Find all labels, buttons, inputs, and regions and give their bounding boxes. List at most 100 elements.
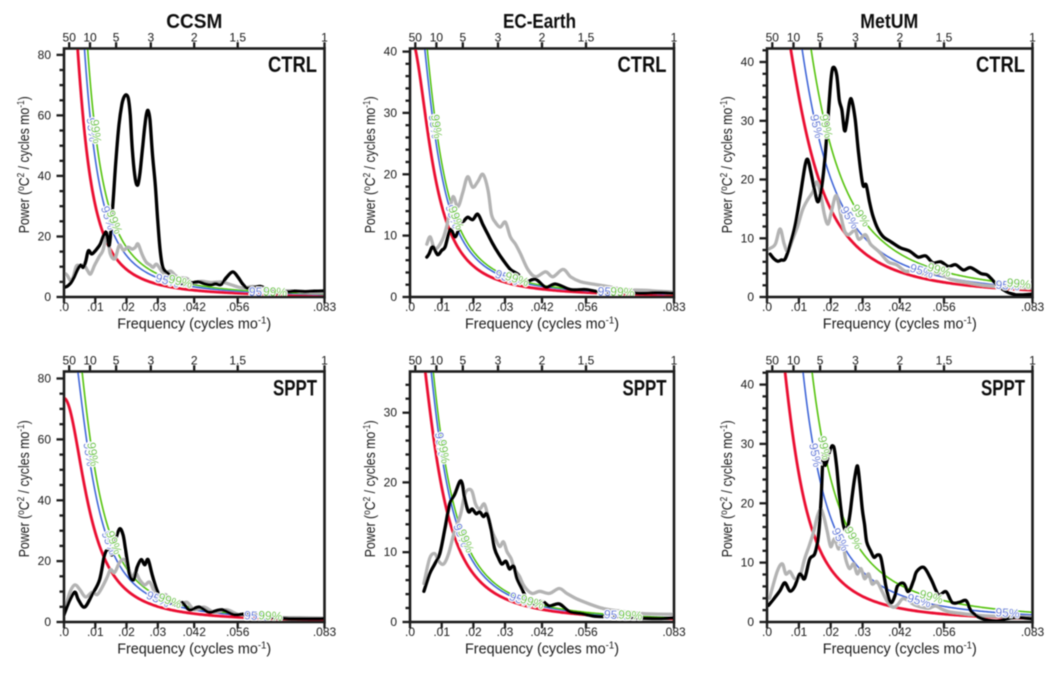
svg-text:99%: 99% bbox=[428, 113, 445, 139]
svg-text:99%: 99% bbox=[610, 284, 635, 299]
svg-text:20: 20 bbox=[38, 554, 52, 568]
svg-text:20: 20 bbox=[741, 496, 755, 510]
svg-text:50: 50 bbox=[766, 354, 780, 368]
svg-text:10: 10 bbox=[741, 231, 755, 245]
svg-text:.056: .056 bbox=[932, 625, 956, 639]
svg-text:1.5: 1.5 bbox=[936, 354, 953, 368]
svg-text:95%: 95% bbox=[807, 113, 826, 140]
svg-text:99%: 99% bbox=[816, 113, 835, 140]
svg-text:40: 40 bbox=[38, 493, 52, 507]
svg-text:2: 2 bbox=[191, 31, 198, 45]
svg-text:.01: .01 bbox=[791, 625, 808, 639]
svg-text:Power (oC2 / cycles mo-1): Power (oC2 / cycles mo-1) bbox=[362, 96, 379, 233]
svg-text:.01: .01 bbox=[433, 625, 450, 639]
svg-text:.0: .0 bbox=[762, 625, 772, 639]
svg-text:30: 30 bbox=[741, 114, 755, 128]
svg-text:Power (oC2 / cycles mo-1): Power (oC2 / cycles mo-1) bbox=[16, 96, 33, 233]
svg-text:.042: .042 bbox=[183, 300, 207, 314]
svg-text:2: 2 bbox=[539, 354, 546, 368]
svg-text:95%: 95% bbox=[806, 442, 824, 469]
svg-text:5: 5 bbox=[459, 31, 466, 45]
svg-text:10: 10 bbox=[384, 545, 398, 559]
svg-text:.042: .042 bbox=[530, 300, 554, 314]
svg-text:.01: .01 bbox=[87, 625, 104, 639]
svg-text:99%: 99% bbox=[618, 608, 643, 623]
svg-text:10: 10 bbox=[83, 354, 97, 368]
svg-text:Power (oC2 / cycles mo-1): Power (oC2 / cycles mo-1) bbox=[16, 420, 33, 557]
svg-text:SPPT: SPPT bbox=[273, 376, 317, 401]
svg-text:1: 1 bbox=[1029, 354, 1036, 368]
svg-text:80: 80 bbox=[38, 48, 52, 62]
svg-text:99%: 99% bbox=[258, 608, 283, 623]
svg-text:95%: 95% bbox=[249, 284, 274, 299]
svg-text:99%: 99% bbox=[87, 119, 104, 145]
svg-text:50: 50 bbox=[63, 354, 77, 368]
svg-text:.03: .03 bbox=[854, 300, 871, 314]
svg-text:.042: .042 bbox=[888, 300, 912, 314]
svg-text:40: 40 bbox=[384, 45, 398, 59]
svg-text:99%: 99% bbox=[815, 435, 834, 462]
svg-text:95%: 95% bbox=[604, 607, 629, 622]
svg-text:.042: .042 bbox=[183, 625, 207, 639]
svg-text:.0: .0 bbox=[405, 625, 415, 639]
svg-text:SPPT: SPPT bbox=[981, 376, 1025, 401]
svg-text:95%: 95% bbox=[432, 431, 449, 457]
svg-text:.0: .0 bbox=[59, 625, 69, 639]
svg-text:.02: .02 bbox=[118, 300, 135, 314]
svg-text:CTRL: CTRL bbox=[268, 52, 317, 77]
svg-text:1.5: 1.5 bbox=[229, 354, 246, 368]
svg-text:.083: .083 bbox=[1021, 300, 1045, 314]
svg-text:40: 40 bbox=[741, 378, 755, 392]
svg-text:.02: .02 bbox=[465, 625, 482, 639]
svg-text:3: 3 bbox=[495, 354, 502, 368]
svg-text:1.5: 1.5 bbox=[578, 354, 595, 368]
svg-text:99%: 99% bbox=[167, 272, 194, 291]
svg-text:.03: .03 bbox=[854, 625, 871, 639]
svg-text:.0: .0 bbox=[762, 300, 772, 314]
svg-text:10: 10 bbox=[430, 31, 444, 45]
svg-text:10: 10 bbox=[83, 31, 97, 45]
svg-text:.03: .03 bbox=[497, 300, 514, 314]
svg-text:95%: 95% bbox=[995, 277, 1020, 293]
svg-text:.03: .03 bbox=[497, 625, 514, 639]
svg-text:Frequency (cycles mo-1): Frequency (cycles mo-1) bbox=[465, 316, 619, 333]
svg-text:.056: .056 bbox=[226, 300, 250, 314]
svg-text:2: 2 bbox=[896, 31, 903, 45]
svg-text:.083: .083 bbox=[313, 300, 337, 314]
svg-text:EC-Earth: EC-Earth bbox=[503, 11, 576, 33]
svg-text:Frequency (cycles mo-1): Frequency (cycles mo-1) bbox=[823, 641, 977, 658]
svg-text:30: 30 bbox=[384, 406, 398, 420]
svg-text:30: 30 bbox=[741, 437, 755, 451]
svg-text:2: 2 bbox=[896, 354, 903, 368]
svg-text:.01: .01 bbox=[87, 300, 104, 314]
svg-text:1.5: 1.5 bbox=[578, 31, 595, 45]
svg-text:CCSM: CCSM bbox=[166, 11, 222, 33]
svg-text:20: 20 bbox=[384, 475, 398, 489]
svg-text:0: 0 bbox=[44, 615, 51, 629]
svg-text:2: 2 bbox=[539, 31, 546, 45]
svg-text:.042: .042 bbox=[530, 625, 554, 639]
svg-text:Frequency (cycles mo-1): Frequency (cycles mo-1) bbox=[465, 641, 619, 658]
svg-text:10: 10 bbox=[384, 229, 398, 243]
svg-text:.02: .02 bbox=[822, 625, 839, 639]
svg-text:50: 50 bbox=[409, 354, 423, 368]
svg-text:80: 80 bbox=[38, 372, 52, 386]
svg-text:40: 40 bbox=[741, 55, 755, 69]
svg-text:2: 2 bbox=[191, 354, 198, 368]
svg-text:.01: .01 bbox=[791, 300, 808, 314]
svg-text:.083: .083 bbox=[313, 625, 337, 639]
svg-text:.02: .02 bbox=[465, 300, 482, 314]
svg-text:1.5: 1.5 bbox=[936, 31, 953, 45]
svg-text:95%: 95% bbox=[597, 284, 622, 299]
svg-text:Power (oC2 / cycles mo-1): Power (oC2 / cycles mo-1) bbox=[719, 96, 736, 233]
svg-text:60: 60 bbox=[38, 432, 52, 446]
svg-text:0: 0 bbox=[44, 290, 51, 304]
svg-text:10: 10 bbox=[430, 354, 444, 368]
svg-text:MetUM: MetUM bbox=[860, 11, 918, 33]
svg-text:SPPT: SPPT bbox=[623, 376, 667, 401]
svg-text:95%: 95% bbox=[244, 608, 269, 623]
svg-text:1.5: 1.5 bbox=[229, 31, 246, 45]
svg-text:50: 50 bbox=[766, 31, 780, 45]
svg-text:.0: .0 bbox=[405, 300, 415, 314]
svg-text:20: 20 bbox=[38, 230, 52, 244]
